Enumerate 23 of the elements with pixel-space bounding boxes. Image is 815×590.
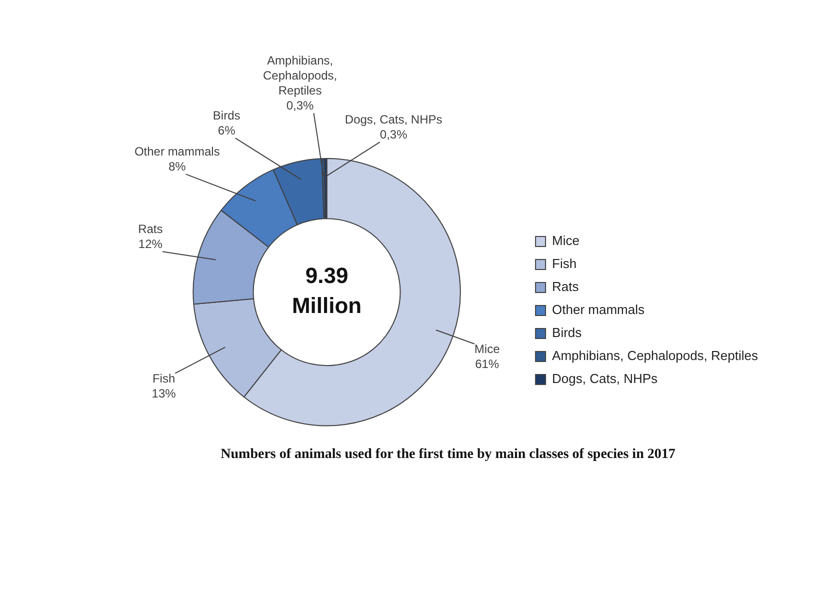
text: 9.39 Million: [292, 263, 362, 318]
data-label: 61%: [475, 357, 500, 372]
legend-label: Birds: [552, 325, 582, 340]
slice-label: Rats: [138, 222, 163, 236]
legend-label: Mice: [552, 233, 580, 248]
legend-label: Fish: [552, 256, 577, 272]
slice-label: Amphibians, Cephalopods, Reptiles: [263, 53, 338, 98]
data-label: 0,3%: [380, 127, 408, 142]
text: Numbers of animals used for the first time by main classes of species in 2017: [220, 447, 676, 462]
data-label: 0,3%: [286, 98, 314, 112]
slice-label: Mice: [474, 342, 500, 356]
slice-label: Dogs, Cats, NHPs: [344, 112, 442, 126]
data-label: 12%: [138, 236, 163, 251]
legend-label: Dogs, Cats, NHPs: [552, 371, 658, 386]
slice-label: Birds: [212, 108, 240, 122]
slice-label: Fish: [152, 372, 176, 386]
data-label: 13%: [152, 386, 176, 401]
data-label: 8%: [168, 159, 186, 174]
legend-label: Other mammals: [552, 302, 646, 318]
data-label: 6%: [218, 123, 236, 138]
legend-label: Amphibians, Cephalopods, Reptiles: [552, 348, 758, 364]
legend-label: Rats: [552, 279, 580, 294]
slice-label: Other mammals: [134, 144, 220, 158]
